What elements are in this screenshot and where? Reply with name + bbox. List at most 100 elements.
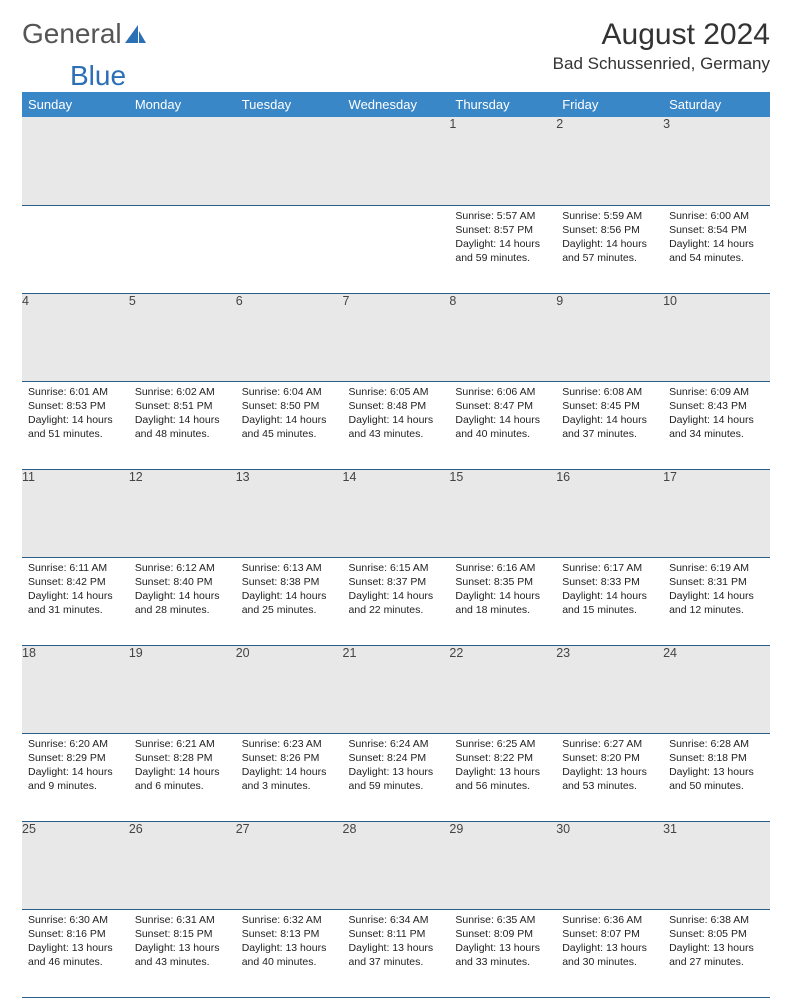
day-number-cell: [343, 117, 450, 205]
day-detail-cell: Sunrise: 6:04 AMSunset: 8:50 PMDaylight:…: [236, 381, 343, 469]
day-number-cell: 20: [236, 645, 343, 733]
day-detail-cell: Sunrise: 6:05 AMSunset: 8:48 PMDaylight:…: [343, 381, 450, 469]
sunrise-line: Sunrise: 6:16 AM: [455, 561, 550, 575]
day-detail-cell: Sunrise: 6:17 AMSunset: 8:33 PMDaylight:…: [556, 557, 663, 645]
sunset-line: Sunset: 8:22 PM: [455, 751, 550, 765]
day-detail-cell: Sunrise: 6:02 AMSunset: 8:51 PMDaylight:…: [129, 381, 236, 469]
day-cell-content: Sunrise: 5:59 AMSunset: 8:56 PMDaylight:…: [556, 206, 663, 272]
day-detail-cell: [129, 205, 236, 293]
day-cell-content: Sunrise: 6:05 AMSunset: 8:48 PMDaylight:…: [343, 382, 450, 448]
sunset-line: Sunset: 8:37 PM: [349, 575, 444, 589]
sunset-line: Sunset: 8:29 PM: [28, 751, 123, 765]
day-number-cell: 9: [556, 293, 663, 381]
daylight-line: Daylight: 14 hours and 59 minutes.: [455, 237, 550, 265]
logo-sail-icon: [124, 23, 148, 45]
day-detail-cell: Sunrise: 6:31 AMSunset: 8:15 PMDaylight:…: [129, 909, 236, 997]
day-cell-content: Sunrise: 6:00 AMSunset: 8:54 PMDaylight:…: [663, 206, 770, 272]
day-cell-content: Sunrise: 6:23 AMSunset: 8:26 PMDaylight:…: [236, 734, 343, 800]
day-number-cell: 8: [449, 293, 556, 381]
sunset-line: Sunset: 8:20 PM: [562, 751, 657, 765]
day-number-cell: 14: [343, 469, 450, 557]
sunrise-line: Sunrise: 6:08 AM: [562, 385, 657, 399]
day-number-cell: 11: [22, 469, 129, 557]
sunset-line: Sunset: 8:18 PM: [669, 751, 764, 765]
day-detail-cell: Sunrise: 6:08 AMSunset: 8:45 PMDaylight:…: [556, 381, 663, 469]
day-cell-content: Sunrise: 6:19 AMSunset: 8:31 PMDaylight:…: [663, 558, 770, 624]
day-number-cell: 18: [22, 645, 129, 733]
day-detail-cell: Sunrise: 6:09 AMSunset: 8:43 PMDaylight:…: [663, 381, 770, 469]
daylight-line: Daylight: 13 hours and 53 minutes.: [562, 765, 657, 793]
day-number-cell: 4: [22, 293, 129, 381]
sunset-line: Sunset: 8:26 PM: [242, 751, 337, 765]
sunrise-line: Sunrise: 6:31 AM: [135, 913, 230, 927]
sunset-line: Sunset: 8:57 PM: [455, 223, 550, 237]
sunset-line: Sunset: 8:09 PM: [455, 927, 550, 941]
daylight-line: Daylight: 13 hours and 33 minutes.: [455, 941, 550, 969]
daylight-line: Daylight: 14 hours and 28 minutes.: [135, 589, 230, 617]
day-cell-content: Sunrise: 6:11 AMSunset: 8:42 PMDaylight:…: [22, 558, 129, 624]
day-number-cell: 13: [236, 469, 343, 557]
sunset-line: Sunset: 8:54 PM: [669, 223, 764, 237]
day-cell-content: Sunrise: 6:09 AMSunset: 8:43 PMDaylight:…: [663, 382, 770, 448]
daylight-line: Daylight: 14 hours and 15 minutes.: [562, 589, 657, 617]
day-detail-cell: Sunrise: 6:11 AMSunset: 8:42 PMDaylight:…: [22, 557, 129, 645]
sunrise-line: Sunrise: 6:20 AM: [28, 737, 123, 751]
sunset-line: Sunset: 8:51 PM: [135, 399, 230, 413]
sunset-line: Sunset: 8:28 PM: [135, 751, 230, 765]
day-number-cell: 26: [129, 821, 236, 909]
logo-text-2: Blue: [22, 60, 770, 92]
sunrise-line: Sunrise: 6:05 AM: [349, 385, 444, 399]
day-detail-cell: Sunrise: 6:27 AMSunset: 8:20 PMDaylight:…: [556, 733, 663, 821]
sunset-line: Sunset: 8:05 PM: [669, 927, 764, 941]
day-number-cell: 21: [343, 645, 450, 733]
day-cell-content: Sunrise: 6:15 AMSunset: 8:37 PMDaylight:…: [343, 558, 450, 624]
daylight-line: Daylight: 14 hours and 18 minutes.: [455, 589, 550, 617]
day-detail-cell: [343, 205, 450, 293]
day-detail-cell: Sunrise: 6:35 AMSunset: 8:09 PMDaylight:…: [449, 909, 556, 997]
day-number-cell: 30: [556, 821, 663, 909]
day-detail-cell: Sunrise: 6:06 AMSunset: 8:47 PMDaylight:…: [449, 381, 556, 469]
day-cell-content: Sunrise: 6:16 AMSunset: 8:35 PMDaylight:…: [449, 558, 556, 624]
day-data-row: Sunrise: 6:01 AMSunset: 8:53 PMDaylight:…: [22, 381, 770, 469]
day-cell-content: Sunrise: 6:13 AMSunset: 8:38 PMDaylight:…: [236, 558, 343, 624]
day-cell-content: Sunrise: 6:31 AMSunset: 8:15 PMDaylight:…: [129, 910, 236, 976]
col-tuesday: Tuesday: [236, 92, 343, 117]
day-number-cell: 1: [449, 117, 556, 205]
sunset-line: Sunset: 8:35 PM: [455, 575, 550, 589]
sunrise-line: Sunrise: 6:28 AM: [669, 737, 764, 751]
day-detail-cell: Sunrise: 5:59 AMSunset: 8:56 PMDaylight:…: [556, 205, 663, 293]
sunset-line: Sunset: 8:13 PM: [242, 927, 337, 941]
day-cell-content: Sunrise: 6:21 AMSunset: 8:28 PMDaylight:…: [129, 734, 236, 800]
sunset-line: Sunset: 8:07 PM: [562, 927, 657, 941]
daylight-line: Daylight: 14 hours and 31 minutes.: [28, 589, 123, 617]
sunrise-line: Sunrise: 6:25 AM: [455, 737, 550, 751]
day-data-row: Sunrise: 5:57 AMSunset: 8:57 PMDaylight:…: [22, 205, 770, 293]
daylight-line: Daylight: 14 hours and 43 minutes.: [349, 413, 444, 441]
daylight-line: Daylight: 14 hours and 51 minutes.: [28, 413, 123, 441]
day-cell-content: Sunrise: 6:38 AMSunset: 8:05 PMDaylight:…: [663, 910, 770, 976]
day-number-cell: 17: [663, 469, 770, 557]
day-detail-cell: Sunrise: 6:16 AMSunset: 8:35 PMDaylight:…: [449, 557, 556, 645]
day-detail-cell: Sunrise: 6:30 AMSunset: 8:16 PMDaylight:…: [22, 909, 129, 997]
weekday-header-row: Sunday Monday Tuesday Wednesday Thursday…: [22, 92, 770, 117]
sunrise-line: Sunrise: 6:12 AM: [135, 561, 230, 575]
day-number-cell: 15: [449, 469, 556, 557]
day-detail-cell: Sunrise: 6:15 AMSunset: 8:37 PMDaylight:…: [343, 557, 450, 645]
sunset-line: Sunset: 8:45 PM: [562, 399, 657, 413]
sunrise-line: Sunrise: 6:06 AM: [455, 385, 550, 399]
col-monday: Monday: [129, 92, 236, 117]
sunrise-line: Sunrise: 6:36 AM: [562, 913, 657, 927]
daylight-line: Daylight: 14 hours and 3 minutes.: [242, 765, 337, 793]
sunset-line: Sunset: 8:48 PM: [349, 399, 444, 413]
day-detail-cell: Sunrise: 6:36 AMSunset: 8:07 PMDaylight:…: [556, 909, 663, 997]
sunset-line: Sunset: 8:50 PM: [242, 399, 337, 413]
sunrise-line: Sunrise: 6:27 AM: [562, 737, 657, 751]
calendar-table: Sunday Monday Tuesday Wednesday Thursday…: [22, 92, 770, 998]
day-number-cell: 6: [236, 293, 343, 381]
day-cell-content: Sunrise: 6:17 AMSunset: 8:33 PMDaylight:…: [556, 558, 663, 624]
day-cell-content: Sunrise: 6:20 AMSunset: 8:29 PMDaylight:…: [22, 734, 129, 800]
day-detail-cell: Sunrise: 6:23 AMSunset: 8:26 PMDaylight:…: [236, 733, 343, 821]
day-number-cell: 27: [236, 821, 343, 909]
day-detail-cell: Sunrise: 6:28 AMSunset: 8:18 PMDaylight:…: [663, 733, 770, 821]
daylight-line: Daylight: 13 hours and 40 minutes.: [242, 941, 337, 969]
